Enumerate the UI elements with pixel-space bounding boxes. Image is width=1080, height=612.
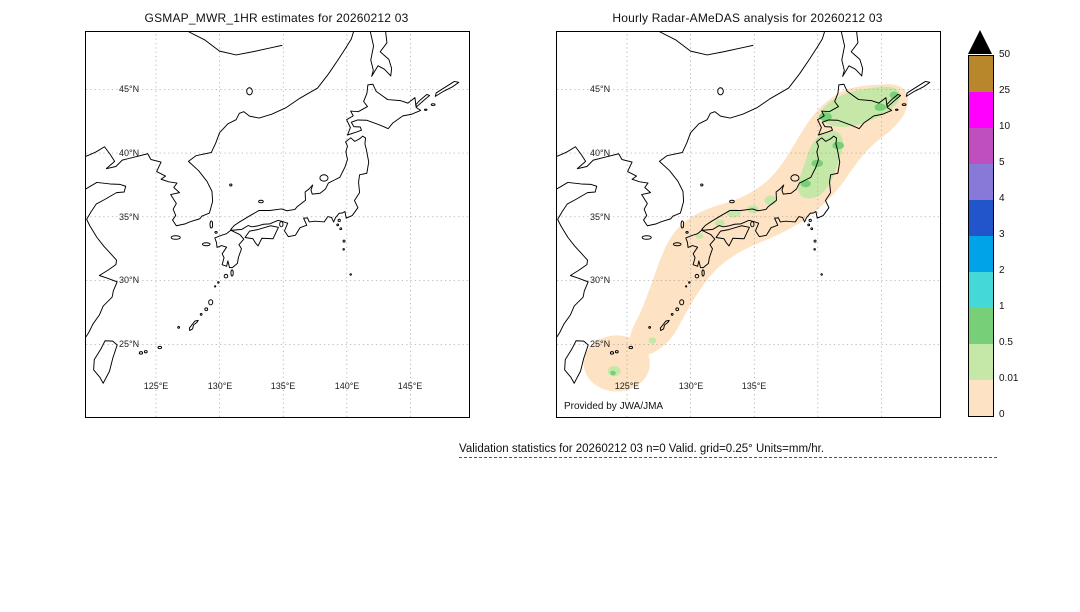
coastlines-layer — [86, 32, 460, 384]
left-map-panel: 45°N 40°N 35°N 30°N 25°N 125°E 130°E 135… — [85, 31, 470, 418]
lat-label: 35°N — [119, 212, 140, 222]
lon-label: 140°E — [334, 381, 360, 391]
colorbar-band — [969, 164, 993, 200]
lon-label: 130°E — [207, 381, 233, 391]
colorbar-band — [969, 128, 993, 164]
validation-text: Validation statistics for 20260212 03 n=… — [459, 443, 825, 455]
colorbar-band — [969, 308, 993, 344]
colorbar-tick-label: 0 — [999, 409, 1005, 420]
lon-label: 125°E — [143, 381, 169, 391]
colorbar-tick-label: 0.5 — [999, 337, 1013, 348]
precip-band-moderate — [610, 91, 899, 376]
colorbar-band — [969, 236, 993, 272]
lat-label: 40°N — [590, 148, 611, 158]
colorbar-band — [969, 344, 993, 380]
lon-label: 135°E — [270, 381, 296, 391]
lat-label: 45°N — [590, 84, 611, 94]
colorbar-band — [969, 56, 993, 92]
colorbar-tick-label: 0.01 — [999, 373, 1019, 384]
colorbar-tick-label: 10 — [999, 121, 1011, 132]
colorbar-overflow-arrow-icon — [968, 30, 992, 54]
precip-layer — [583, 84, 909, 392]
lon-label: 145°E — [397, 381, 423, 391]
colorbar-bands — [968, 55, 994, 417]
colorbar-tick-label: 25 — [999, 85, 1011, 96]
left-map-canvas — [86, 32, 469, 417]
colorbar-tick-label: 3 — [999, 229, 1005, 240]
lat-label: 25°N — [119, 339, 140, 349]
lat-label: 25°N — [590, 339, 611, 349]
colorbar-tick-label: 2 — [999, 265, 1005, 276]
lat-label: 30°N — [590, 275, 611, 285]
colorbar-tick-label: 4 — [999, 193, 1005, 204]
colorbar-band — [969, 92, 993, 128]
separator-dashed-line — [459, 457, 997, 458]
credit-label: Provided by JWA/JMA — [560, 400, 668, 414]
right-map-panel: 45°N 40°N 35°N 30°N 25°N 125°E 130°E 135… — [556, 31, 941, 418]
colorbar-band — [969, 380, 993, 416]
colorbar-tick-label: 50 — [999, 49, 1011, 60]
colorbar-ticks: 50 25 10 5 4 3 2 1 0.5 0.01 0 — [999, 49, 1039, 420]
lon-label: 125°E — [614, 381, 640, 391]
lat-label: 40°N — [119, 148, 140, 158]
colorbar-band — [969, 272, 993, 308]
right-panel-title: Hourly Radar-AMeDAS analysis for 2026021… — [612, 11, 883, 25]
lon-label: 135°E — [741, 381, 767, 391]
precip-band-trace — [583, 84, 909, 392]
lat-label: 30°N — [119, 275, 140, 285]
right-map-canvas — [557, 32, 940, 417]
colorbar-tick-label: 5 — [999, 157, 1005, 168]
lat-label: 45°N — [119, 84, 140, 94]
colorbar-tick-label: 1 — [999, 301, 1005, 312]
left-panel-title: GSMAP_MWR_1HR estimates for 20260212 03 — [144, 11, 409, 25]
gridlines-layer — [86, 32, 469, 417]
colorbar-band — [969, 200, 993, 236]
lat-label: 35°N — [590, 212, 611, 222]
lon-label: 130°E — [678, 381, 704, 391]
